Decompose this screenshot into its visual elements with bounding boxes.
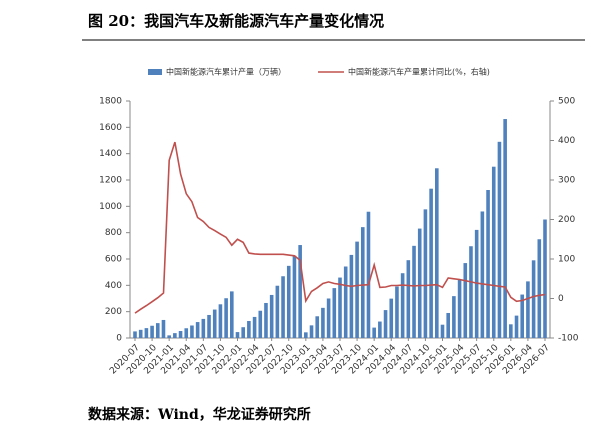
y-tick-label: 0 bbox=[116, 334, 122, 344]
y-tick-label: 1200 bbox=[99, 176, 122, 186]
y-tick-label: 600 bbox=[105, 255, 122, 265]
bar bbox=[144, 328, 149, 338]
bar bbox=[247, 321, 251, 338]
bar bbox=[509, 324, 513, 338]
y-tick-label: 400 bbox=[105, 281, 122, 291]
bar bbox=[212, 309, 217, 338]
bar bbox=[360, 227, 365, 338]
bar bbox=[435, 168, 439, 338]
bar bbox=[417, 228, 422, 338]
bar bbox=[304, 332, 308, 338]
y2-tick-label: 100 bbox=[558, 255, 575, 265]
bar bbox=[440, 324, 445, 338]
bar bbox=[298, 245, 302, 338]
bar bbox=[355, 241, 359, 338]
bar bbox=[480, 211, 485, 338]
bar bbox=[338, 277, 342, 338]
bar bbox=[326, 298, 331, 338]
bar bbox=[133, 331, 137, 338]
chart-title: 图 20：我国汽车及新能源汽车产量变化情况 bbox=[88, 12, 384, 30]
bar bbox=[224, 298, 228, 338]
bar bbox=[184, 328, 189, 338]
bar bbox=[343, 266, 348, 338]
bar bbox=[275, 285, 280, 338]
bar bbox=[400, 273, 405, 338]
bar bbox=[406, 260, 411, 338]
bar bbox=[150, 325, 154, 338]
bar bbox=[332, 288, 337, 338]
y2-tick-label: -100 bbox=[558, 334, 579, 344]
bar bbox=[463, 263, 468, 338]
y2-tick-label: 300 bbox=[558, 176, 575, 186]
bar bbox=[138, 329, 143, 338]
bar bbox=[412, 245, 416, 338]
y2-tick-label: 400 bbox=[558, 136, 575, 146]
bar bbox=[173, 333, 177, 338]
bar bbox=[526, 281, 530, 338]
y-tick-label: 1000 bbox=[99, 202, 122, 212]
bar bbox=[457, 279, 462, 338]
bar bbox=[389, 298, 394, 338]
bar bbox=[201, 318, 206, 338]
bar bbox=[372, 327, 376, 338]
bar bbox=[469, 246, 473, 338]
legend-label: 中国新能源汽车累计产量（万辆） bbox=[166, 67, 286, 77]
y-tick-label: 1600 bbox=[99, 123, 122, 133]
y-tick-label: 1800 bbox=[99, 97, 122, 107]
bar bbox=[537, 239, 542, 338]
bar bbox=[321, 307, 325, 338]
bar bbox=[486, 190, 490, 338]
bar bbox=[520, 294, 525, 338]
bar bbox=[383, 310, 388, 338]
bar bbox=[155, 323, 160, 338]
bar bbox=[230, 291, 234, 338]
bar bbox=[543, 219, 547, 338]
y2-tick-label: 200 bbox=[558, 215, 575, 225]
bar bbox=[349, 254, 354, 338]
bar bbox=[446, 312, 450, 338]
bar bbox=[252, 316, 257, 338]
bar bbox=[366, 211, 371, 338]
y2-tick-label: 0 bbox=[558, 294, 564, 304]
y-tick-label: 800 bbox=[105, 228, 122, 238]
legend-marker bbox=[148, 69, 162, 75]
bar bbox=[309, 325, 314, 338]
bar bbox=[286, 265, 291, 338]
bar bbox=[315, 316, 320, 338]
bar bbox=[292, 255, 297, 338]
bar bbox=[235, 332, 240, 338]
bar bbox=[167, 335, 171, 338]
bar bbox=[491, 166, 496, 338]
bar bbox=[207, 314, 211, 338]
line bbox=[134, 141, 546, 314]
bar bbox=[378, 321, 382, 338]
bar bbox=[178, 331, 183, 338]
bar bbox=[195, 322, 200, 338]
bar bbox=[497, 141, 502, 338]
y2-tick-label: 500 bbox=[558, 97, 575, 107]
bar bbox=[269, 294, 274, 338]
bar bbox=[395, 286, 399, 338]
legend-label: 中国新能源汽车产量累计同比(%，右轴) bbox=[348, 67, 490, 77]
bar bbox=[218, 304, 223, 338]
bar bbox=[423, 209, 428, 338]
bar bbox=[452, 296, 456, 338]
source: 数据来源：Wind，华龙证券研究所 bbox=[88, 406, 311, 423]
bar bbox=[281, 276, 285, 338]
bar bbox=[241, 327, 245, 338]
y-tick-label: 200 bbox=[105, 307, 122, 317]
bar bbox=[429, 188, 433, 338]
bar bbox=[258, 310, 263, 338]
bar bbox=[161, 319, 166, 338]
y-tick-label: 1400 bbox=[99, 149, 122, 159]
bar bbox=[264, 302, 268, 338]
bar bbox=[531, 260, 536, 338]
bar bbox=[503, 119, 507, 338]
bar bbox=[474, 229, 479, 338]
bar bbox=[190, 325, 194, 338]
bar bbox=[514, 315, 519, 338]
